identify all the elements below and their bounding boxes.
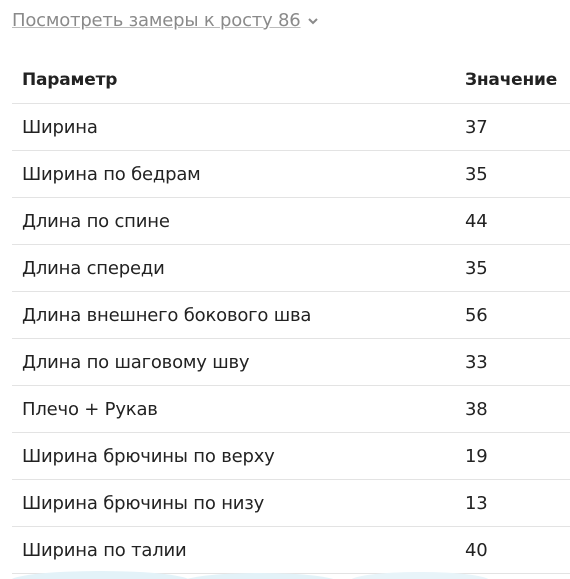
table-row: Ширина 37 xyxy=(12,104,570,151)
link-text[interactable]: Посмотреть замеры к росту 86 xyxy=(12,10,301,31)
value-cell: 33 xyxy=(465,351,488,373)
table-row: Ширина по талии 40 xyxy=(12,527,570,574)
value-cell: 40 xyxy=(465,539,488,561)
table-row: Ширина брючины по низу 13 xyxy=(12,480,570,527)
parameter-cell: Плечо + Рукав xyxy=(22,398,158,420)
value-cell: 19 xyxy=(465,445,488,467)
value-cell: 35 xyxy=(465,163,488,185)
decoration xyxy=(11,571,489,579)
header-cell: Параметр xyxy=(22,70,118,90)
table-row: Ширина брючины по верху 19 xyxy=(12,433,570,480)
parameter-cell: Длина по шаговому шву xyxy=(22,351,250,373)
table-row: Длина по шаговому шву 33 xyxy=(12,339,570,386)
parameter-cell: Длина по спине xyxy=(22,210,170,232)
parameter-cell: Ширина брючины по верху xyxy=(22,445,275,467)
parameter-cell: Ширина по бедрам xyxy=(22,163,201,185)
header-cell: Значение xyxy=(465,70,558,90)
value-cell: 35 xyxy=(465,257,488,279)
value-cell: 13 xyxy=(465,492,488,514)
table-header: Параметр Значение xyxy=(12,57,570,104)
parameter-cell: Длина спереди xyxy=(22,257,165,279)
table-row: Длина по спине 44 xyxy=(12,198,570,245)
size-table: Параметр Значение Ширина 37 Ширина по бедр… xyxy=(12,57,570,574)
parameter-cell: Длина внешнего бокового шва xyxy=(22,304,312,326)
value-cell: 38 xyxy=(465,398,488,420)
value-cell: 37 xyxy=(465,116,488,138)
parameter-cell: Ширина по талии xyxy=(22,539,187,561)
value-cell: 56 xyxy=(465,304,488,326)
table-row: Плечо + Рукав 38 xyxy=(12,386,570,433)
parameter-cell: Ширина xyxy=(22,116,98,138)
chevron-icon[interactable] xyxy=(307,16,319,26)
value-cell: 44 xyxy=(465,210,488,232)
parameter-cell: Ширина брючины по низу xyxy=(22,492,265,514)
table-row: Длина внешнего бокового шва 56 xyxy=(12,292,570,339)
table-row: Длина спереди 35 xyxy=(12,245,570,292)
measurements-link[interactable]: Посмотреть замеры к росту 86 xyxy=(12,10,319,31)
table-row: Ширина по бедрам 35 xyxy=(12,151,570,198)
